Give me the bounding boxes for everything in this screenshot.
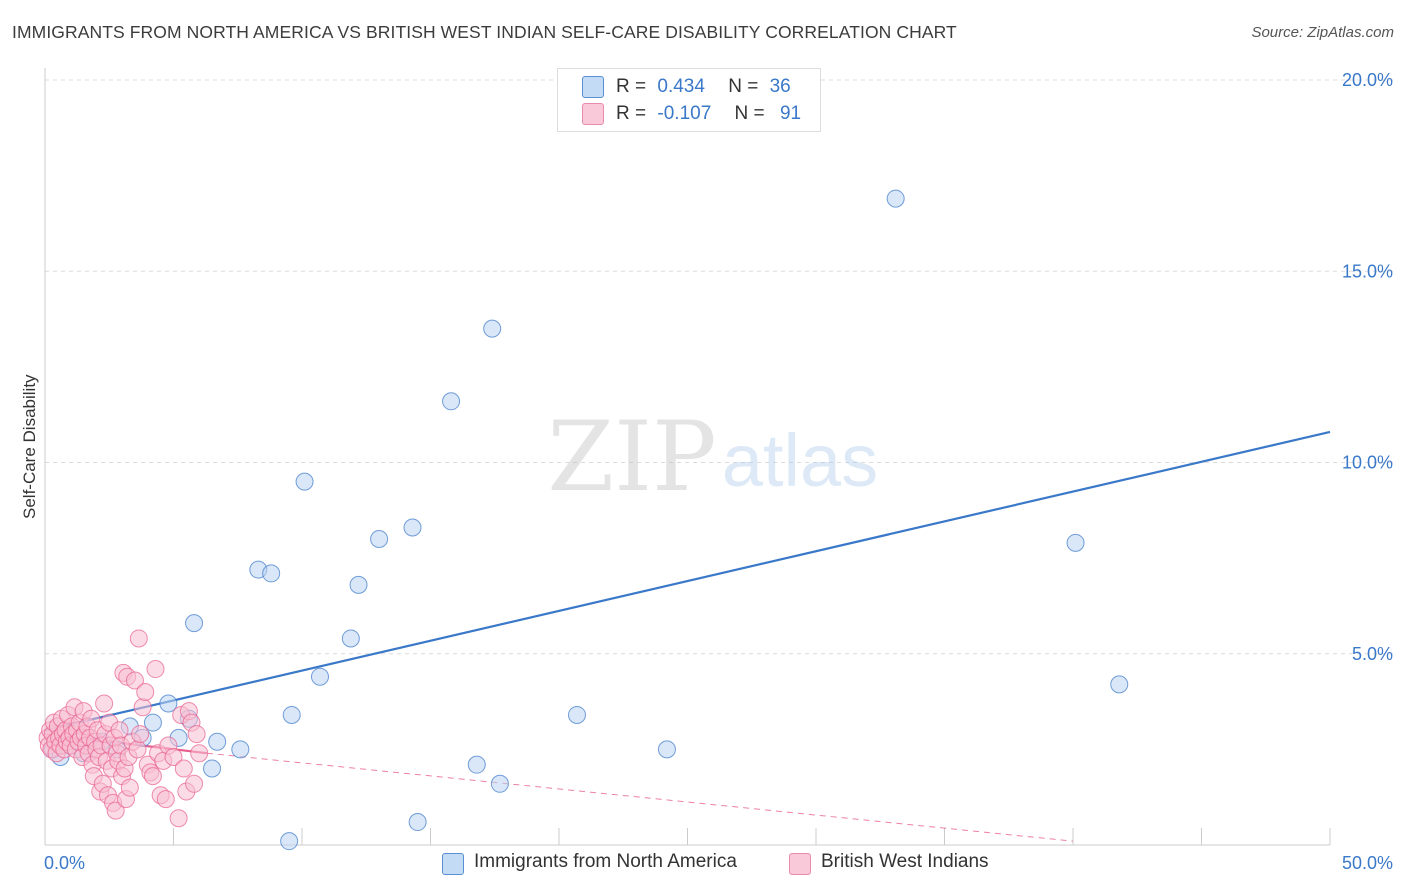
point-british-west-indian [174,759,193,778]
point-north-america [408,813,427,832]
r-value: 0.434 [657,76,705,97]
legend-text-1: R = 0.434 N = 36 [616,76,791,98]
chart-title: IMMIGRANTS FROM NORTH AMERICA VS BRITISH… [12,22,957,42]
point-british-west-indian [185,774,204,793]
point-north-america [143,713,162,732]
bottom-legend-swatch-blue [442,853,464,875]
n-label: N = [734,103,765,124]
point-british-west-indian [187,725,206,744]
correlation-legend: R = 0.434 N = 36 R = -0.107 N = 91 [557,68,821,132]
tick-labels: 5.0% 10.0% 15.0% 20.0% 0.0% 50.0% [44,70,1393,873]
grid-lines [45,79,1395,655]
point-british-west-indian [133,698,152,717]
n-value: 36 [769,76,791,97]
point-north-america [490,774,509,793]
point-north-america [231,740,250,759]
point-north-america [483,319,502,338]
point-north-america [341,629,360,648]
source-label: Source: ZipAtlas.com [1251,24,1394,41]
point-north-america [567,705,586,724]
r-value: -0.107 [657,103,712,124]
point-british-west-indian [95,694,114,713]
y-tick-label: 20.0% [1342,70,1393,90]
point-north-america [349,575,368,594]
point-north-america [159,694,178,713]
point-north-america [442,392,461,411]
legend-text-2: R = -0.107 N = 91 [616,103,801,125]
x-tick-label: 0.0% [44,853,85,873]
watermark-zip: ZIP [547,401,716,513]
point-british-west-indian [125,671,144,690]
point-north-america [657,740,676,759]
point-british-west-indian [146,660,165,679]
data-points [38,189,1129,851]
legend-swatch-pink [582,103,604,125]
r-label: R = [616,103,647,124]
point-north-america [403,518,422,537]
y-tick-label: 15.0% [1342,261,1393,281]
bottom-legend-swatch-pink [789,853,811,875]
point-north-america [370,530,389,548]
y-tick-label: 5.0% [1352,644,1393,664]
legend-swatch-blue [582,76,604,98]
point-north-america [295,472,314,491]
point-north-america [467,755,486,774]
point-north-america [1066,533,1085,552]
point-north-america [208,732,227,751]
y-tick-label: 10.0% [1342,453,1393,473]
point-british-west-indian [156,790,175,809]
point-north-america [185,614,204,633]
point-british-west-indian [190,744,209,763]
point-north-america [262,564,281,583]
point-british-west-indian [129,629,148,648]
bottom-legend-label-2: British West Indians [821,851,989,872]
n-value: 91 [779,103,802,124]
watermark: ZIP atlas [547,401,878,513]
point-north-america [282,705,301,724]
point-british-west-indian [128,740,147,759]
axes [44,68,1331,846]
point-north-america [310,667,329,686]
bottom-legend-label-1: Immigrants from North America [474,851,737,872]
trend-line-north-america [44,430,1331,732]
r-label: R = [616,76,647,97]
point-british-west-indian [120,778,139,797]
x-tick-label: 50.0% [1342,853,1393,873]
point-north-america [1110,675,1129,694]
watermark-atlas: atlas [722,419,878,502]
point-british-west-indian [164,748,183,767]
point-north-america [886,189,905,208]
point-british-west-indian [106,801,125,820]
point-british-west-indian [136,683,155,701]
point-north-america [203,759,222,778]
y-axis-label: Self-Care Disability [20,374,39,519]
point-north-america [280,832,299,851]
trend-extension-british-west-indian [206,752,1074,842]
n-label: N = [728,76,759,97]
point-british-west-indian [131,725,150,744]
point-british-west-indian [143,767,162,786]
point-british-west-indian [169,809,188,828]
